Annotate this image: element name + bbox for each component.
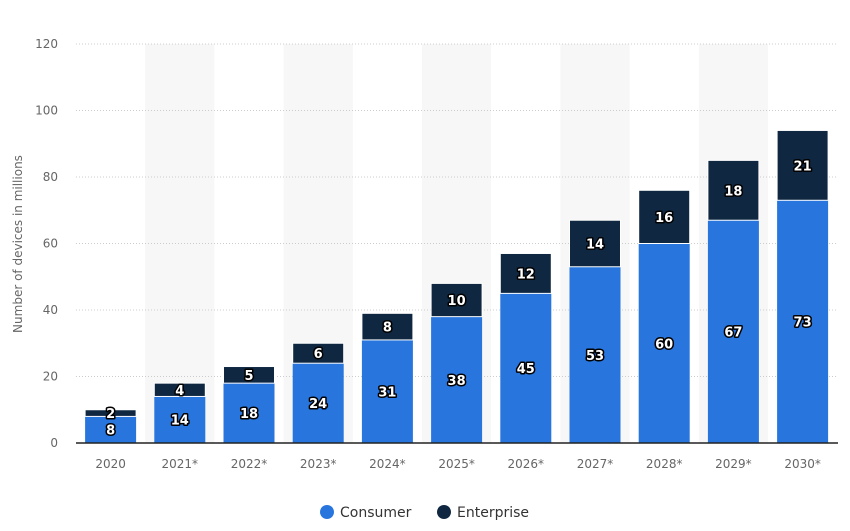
y-tick-label: 100	[35, 104, 58, 118]
data-label: 8	[383, 321, 392, 336]
x-tick-label: 2030*	[784, 457, 821, 471]
bar-consumer[interactable]	[638, 243, 690, 444]
x-tick-label: 2028*	[646, 457, 683, 471]
y-tick-label: 40	[43, 303, 58, 317]
bar-enterprise[interactable]	[84, 409, 137, 417]
bar-consumer[interactable]	[85, 416, 137, 443]
data-label: 8	[106, 424, 115, 439]
data-label: 14	[171, 414, 189, 429]
legend-label[interactable]: Enterprise	[457, 505, 529, 521]
bar-consumer[interactable]	[431, 316, 483, 443]
bar-enterprise[interactable]	[153, 382, 206, 397]
bar-enterprise[interactable]	[707, 159, 760, 221]
data-label: 18	[240, 407, 258, 422]
legend-label[interactable]: Consumer	[340, 505, 412, 521]
x-tick-label: 2025*	[438, 457, 475, 471]
bar-enterprise[interactable]	[292, 342, 345, 364]
data-label: 2	[106, 407, 115, 422]
y-tick-label: 20	[43, 370, 58, 384]
data-label: 53	[586, 349, 604, 364]
data-label: 21	[794, 159, 812, 174]
data-label: 5	[244, 369, 253, 384]
data-label: 60	[655, 337, 673, 352]
x-tick-label: 2027*	[577, 457, 614, 471]
x-tick-label: 2024*	[369, 457, 406, 471]
data-label: 14	[586, 238, 604, 253]
x-tick-label: 2023*	[300, 457, 337, 471]
bar-enterprise[interactable]	[638, 189, 691, 245]
data-label: 67	[724, 326, 742, 341]
bar-enterprise[interactable]	[569, 219, 621, 268]
bar-enterprise[interactable]	[223, 366, 275, 384]
x-tick-label: 2026*	[508, 457, 545, 471]
bar-enterprise[interactable]	[499, 252, 552, 294]
y-axis-label: Number of devices in millions	[11, 155, 25, 333]
bar-enterprise[interactable]	[776, 129, 829, 201]
bar-consumer[interactable]	[361, 339, 413, 443]
y-tick-label: 80	[43, 170, 58, 184]
data-label: 4	[175, 384, 184, 399]
bar-consumer[interactable]	[569, 266, 621, 443]
bar-consumer[interactable]	[154, 396, 206, 443]
x-tick-label: 2021*	[162, 457, 199, 471]
y-tick-label: 0	[50, 436, 58, 450]
bar-enterprise[interactable]	[430, 282, 483, 318]
bar-consumer[interactable]	[707, 220, 759, 443]
data-label: 73	[794, 316, 812, 331]
legend-marker[interactable]	[320, 505, 334, 519]
data-label: 16	[655, 211, 673, 226]
bar-consumer[interactable]	[500, 293, 552, 443]
y-tick-label: 120	[35, 37, 58, 51]
data-label: 10	[448, 294, 466, 309]
bar-consumer[interactable]	[292, 363, 344, 443]
legend-marker[interactable]	[437, 505, 451, 519]
data-label: 6	[314, 347, 323, 362]
data-label: 12	[517, 267, 535, 282]
bar-enterprise[interactable]	[361, 312, 414, 341]
data-label: 18	[724, 184, 742, 199]
bar-consumer[interactable]	[223, 383, 275, 443]
x-tick-label: 2022*	[231, 457, 268, 471]
data-label: 38	[448, 374, 466, 389]
x-tick-label: 2020	[95, 457, 126, 471]
x-tick-label: 2029*	[715, 457, 752, 471]
data-label: 24	[309, 397, 327, 412]
bar-consumer[interactable]	[777, 200, 829, 443]
y-tick-label: 60	[43, 237, 58, 251]
data-label: 45	[517, 362, 535, 377]
data-label: 31	[378, 385, 396, 400]
